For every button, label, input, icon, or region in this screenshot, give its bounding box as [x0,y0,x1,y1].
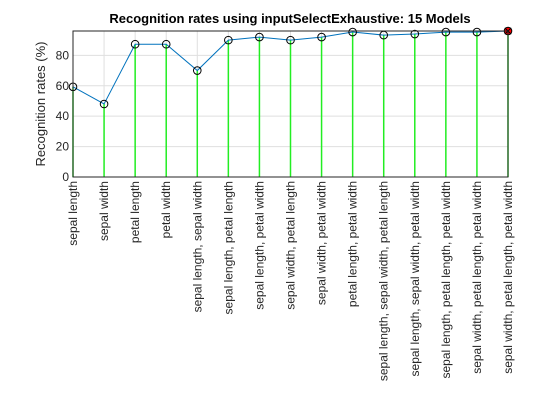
y-tick-label: 60 [56,79,70,93]
data-point [286,35,295,45]
chart-title: Recognition rates using inputSelectExhau… [109,11,470,26]
x-tick-label: sepal length, sepal width [190,181,204,312]
x-tick-label: sepal length, petal length, petal width [439,181,453,378]
data-point [255,32,264,42]
markers [68,26,513,109]
x-tick-label: sepal width [97,181,111,241]
data-point [317,32,326,42]
x-tick-label: sepal width, petal length, petal width [470,181,484,374]
data-point [161,39,171,49]
x-tick-label: sepal width, petal length [284,181,298,310]
data-point [130,39,140,49]
y-tick-label: 40 [56,109,70,123]
x-tick-label: sepal width, petal length, petal width [501,181,515,374]
y-axis-label: Recognition rates (%) [33,42,48,167]
x-tick-label: sepal length, petal length [221,181,235,314]
y-tick-label: 0 [62,170,69,184]
y-tick-label: 20 [56,140,70,154]
data-point [348,27,357,37]
stems [72,31,509,177]
data-point [192,66,202,75]
x-tick-label: petal width [159,181,173,238]
x-tick-label: sepal length, sepal width, petal length [377,181,391,381]
data-point [99,99,109,109]
x-tick-label: petal length, petal width [346,181,360,307]
x-tick-label: sepal length, petal width [252,181,266,310]
plot-frame [72,30,509,178]
x-tick-label: sepal width, petal width [315,181,329,305]
y-tick-label: 80 [56,48,70,62]
data-point [410,29,420,39]
data-point [441,27,451,37]
x-tick-labels: sepal length sepal width petal length petal… [66,181,515,381]
x-tick-label: sepal length, sepal width, petal width [408,181,422,376]
data-point [472,27,482,37]
x-tick-label: sepal length [66,181,80,246]
x-tick-label: petal length [128,181,142,243]
y-tick-labels: 0 20 40 60 80 [56,48,70,184]
series-line [72,30,509,105]
data-point [224,35,233,45]
